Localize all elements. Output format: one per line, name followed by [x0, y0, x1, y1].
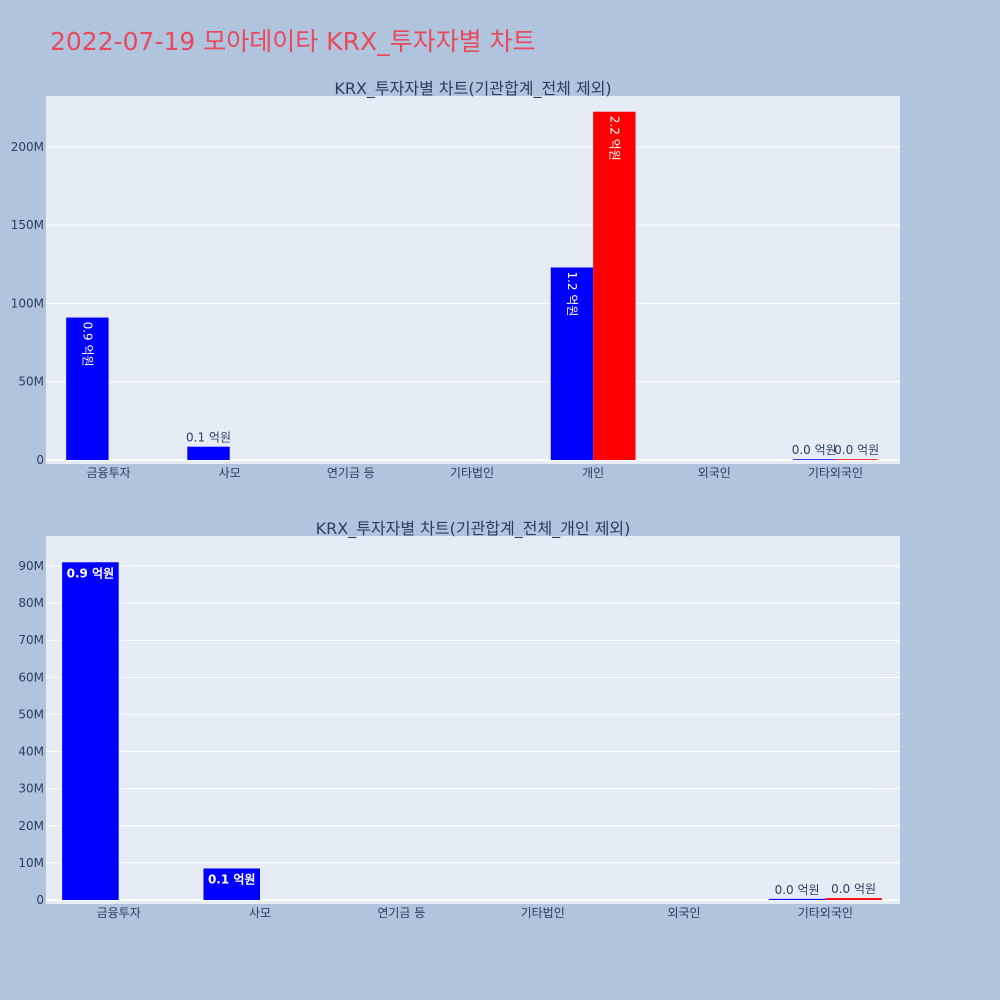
y-tick-label: 30M	[18, 782, 44, 796]
bar	[66, 317, 109, 460]
bar	[203, 868, 260, 900]
y-tick-label: 50M	[18, 375, 44, 389]
data-label: 2.2 억원	[607, 116, 621, 161]
plot-background	[46, 96, 900, 464]
chart-title: KRX_투자자별 차트(기관합계_전체 제외)	[334, 79, 611, 99]
data-label: 0.0 억원	[834, 443, 879, 457]
bar	[550, 267, 594, 460]
chart-top: 0 50M 100M 150M 200M KRX_투자자별 차트(기관합계_전체 제외) 금…	[11, 79, 900, 480]
bar	[835, 459, 878, 460]
y-tick-label: 10M	[18, 856, 44, 870]
y-tick-label: 200M	[11, 140, 44, 154]
x-tick-label: 기타법인	[450, 466, 494, 480]
bar	[793, 459, 836, 460]
x-tick-label: 연기금 등	[377, 906, 425, 920]
y-tick-label: 90M	[18, 559, 44, 573]
bar	[593, 111, 636, 460]
data-label: 1.2 억원	[565, 271, 579, 316]
y-tick-label: 20M	[18, 819, 44, 833]
y-tick-label: 0	[36, 453, 44, 467]
y-tick-label: 70M	[18, 633, 44, 647]
y-tick-label: 60M	[18, 670, 44, 684]
y-tick-label: 100M	[11, 296, 44, 310]
x-tick-label: 기타외국인	[798, 906, 853, 920]
x-tick-label: 금융투자	[86, 466, 130, 480]
y-tick-label: 80M	[18, 596, 44, 610]
data-label: 0.0 억원	[831, 882, 876, 896]
data-label: 0.9 억원	[67, 566, 115, 580]
x-tick-label: 연기금 등	[327, 466, 375, 480]
bar	[825, 898, 882, 900]
x-tick-label: 개인	[582, 466, 604, 480]
x-tick-label: 외국인	[667, 906, 700, 920]
data-label: 0.9 억원	[80, 322, 94, 367]
x-tick-label: 기타외국인	[808, 466, 863, 480]
bar	[187, 446, 230, 460]
plot-background	[46, 536, 900, 904]
data-label: 0.0 억원	[792, 443, 837, 457]
data-label: 0.0 억원	[775, 883, 820, 897]
y-tick-label: 150M	[11, 218, 44, 232]
data-label: 0.1 억원	[186, 431, 231, 445]
x-tick-label: 외국인	[698, 466, 731, 480]
bar	[62, 562, 119, 900]
y-tick-label: 40M	[18, 745, 44, 759]
bar	[768, 898, 826, 900]
x-tick-label: 기타법인	[521, 906, 565, 920]
x-tick-label: 금융투자	[97, 906, 141, 920]
page-title: 2022-07-19 모아데이타 KRX_투자자별 차트	[50, 27, 536, 56]
y-tick-label: 0	[36, 893, 44, 907]
chart-bottom: 0 10M 20M 30M 40M 50M 60M 70M 80M 90M KRX_투자자별 차트(…	[18, 519, 900, 920]
chart-title: KRX_투자자별 차트(기관합계_전체_개인 제외)	[316, 519, 631, 539]
x-tick-label: 사모	[249, 906, 271, 920]
data-label: 0.1 억원	[208, 872, 256, 886]
y-tick-label: 50M	[18, 707, 44, 721]
x-tick-label: 사모	[219, 466, 241, 480]
